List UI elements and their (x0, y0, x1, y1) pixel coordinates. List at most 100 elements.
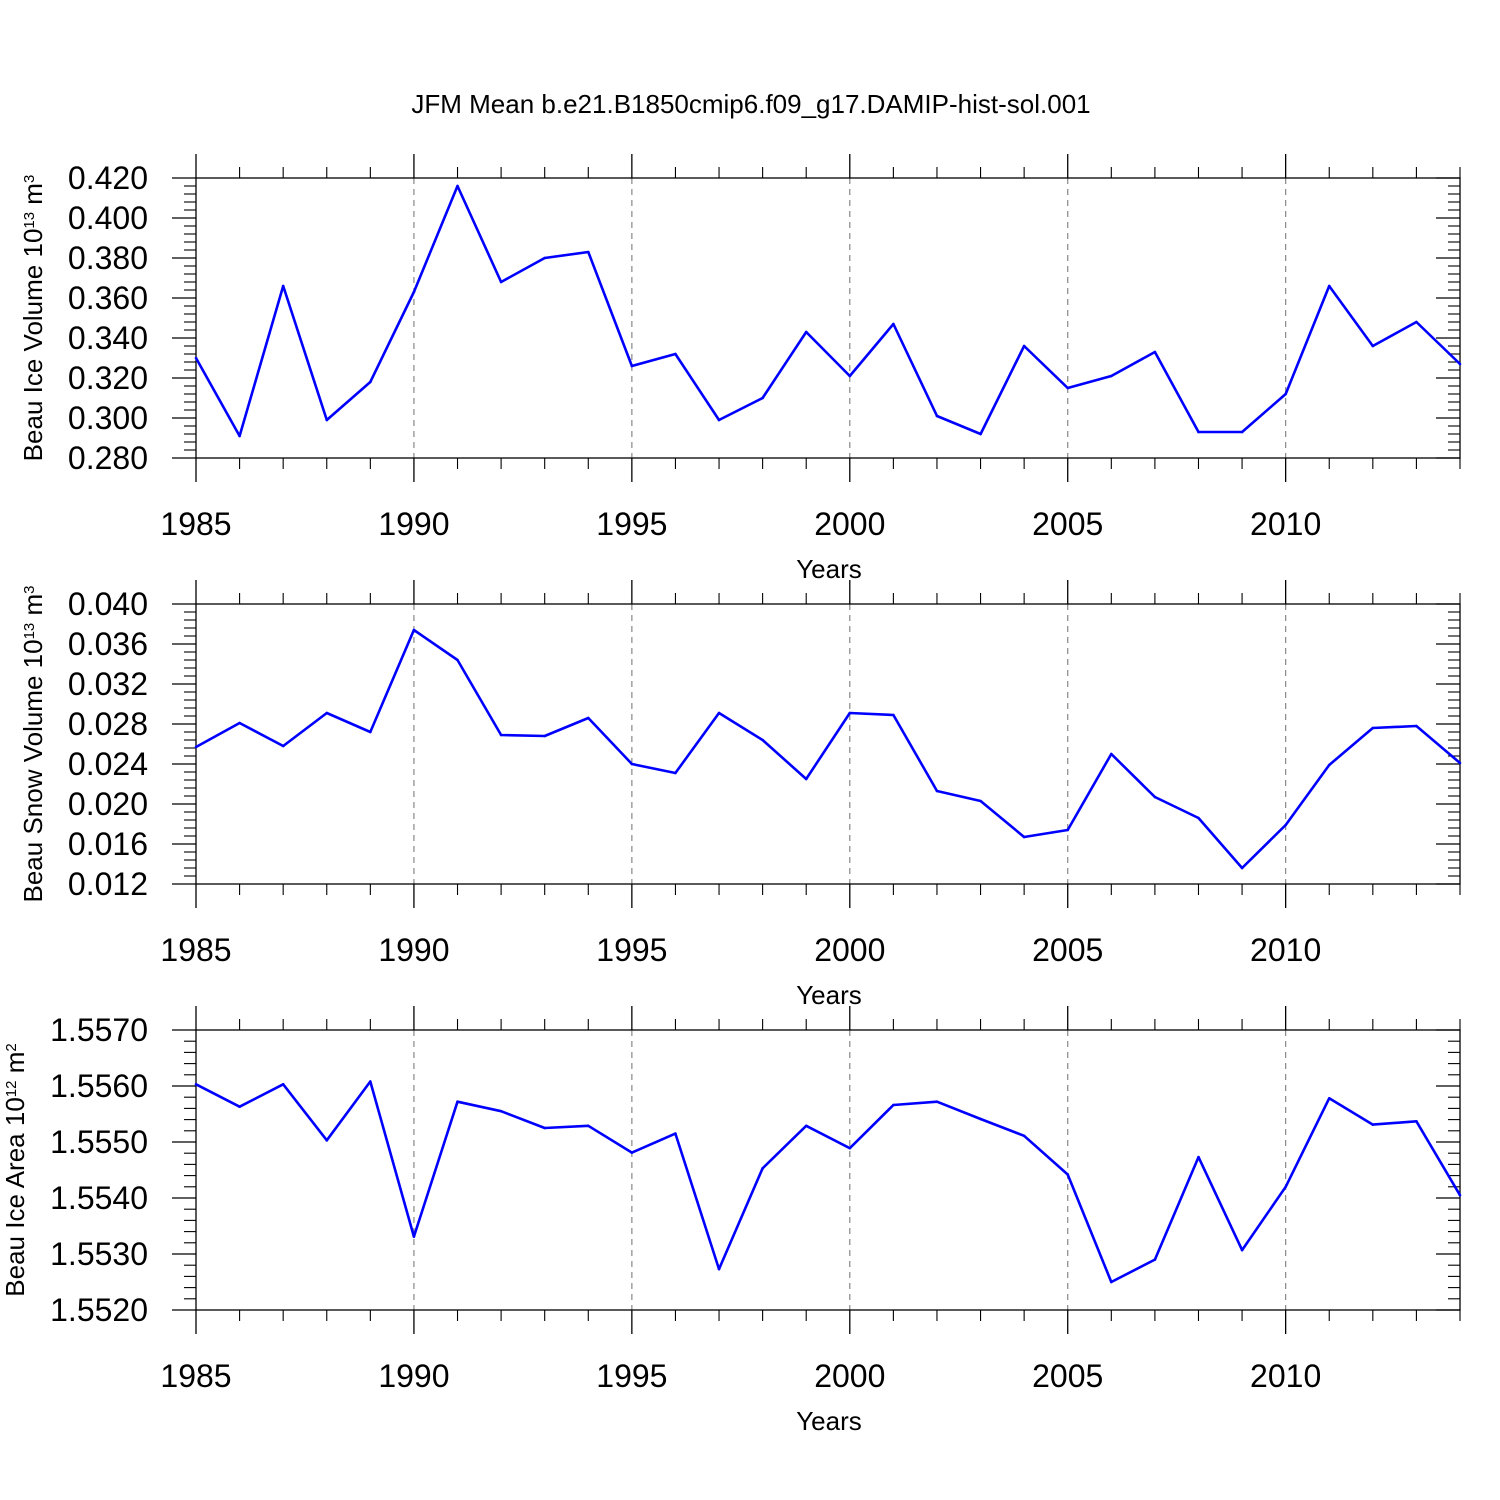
data-point (1327, 763, 1331, 767)
x-tick-label: 1990 (378, 932, 449, 968)
data-point (1371, 344, 1375, 348)
x-tick-label: 1990 (378, 506, 449, 542)
data-point (1022, 1134, 1026, 1138)
data-point (543, 734, 546, 738)
data-point (717, 418, 721, 422)
y-tick-label: 0.320 (68, 360, 148, 396)
data-point (761, 738, 764, 742)
data-point (717, 1267, 721, 1271)
data-point (456, 658, 459, 662)
data-point (1197, 430, 1200, 434)
data-point (717, 711, 721, 715)
data-point (1327, 284, 1331, 288)
data-point (369, 730, 372, 734)
data-point (935, 789, 939, 793)
x-tick-label: 2010 (1250, 932, 1321, 968)
data-point (1240, 1248, 1244, 1252)
y-tick-label: 0.040 (68, 586, 148, 622)
data-point (892, 713, 895, 717)
data-point (804, 330, 808, 334)
data-point (369, 1080, 372, 1083)
y-tick-label: 0.360 (68, 280, 148, 316)
data-point (1327, 1097, 1331, 1100)
data-point (1022, 835, 1026, 839)
data-point (499, 1109, 503, 1113)
data-point (586, 1124, 590, 1128)
y-axis-label: Beau Ice Area 1012 m2 (0, 1043, 30, 1296)
data-point (804, 777, 808, 781)
chart-panel-3: 1.5520 1.5530 1.5540 1.5550 1.5560 1.5570 1985… (0, 1006, 1462, 1436)
data-point (369, 380, 372, 384)
x-tick-label: 1985 (160, 1358, 231, 1394)
data-point (456, 1100, 459, 1103)
y-axis-label-exponent: 13 (21, 212, 38, 229)
x-axis-label: Years (796, 554, 862, 584)
y-axis-label-unit: m (0, 1052, 30, 1081)
y-tick-label: 1.5520 (50, 1292, 148, 1328)
data-point (1066, 386, 1070, 390)
data-point (1153, 1258, 1157, 1261)
data-point (1197, 816, 1200, 820)
data-point (630, 1151, 634, 1154)
data-point (1153, 795, 1157, 799)
data-point (848, 374, 852, 378)
data-point (1066, 828, 1070, 832)
data-point (1153, 350, 1157, 354)
data-point (848, 1146, 852, 1150)
data-point (1110, 374, 1113, 378)
data-point (1110, 752, 1113, 756)
data-point (499, 280, 503, 284)
data-point (281, 284, 285, 288)
data-point (194, 356, 198, 360)
y-axis-label-base: Beau Ice Area 10 (0, 1097, 30, 1296)
x-axis-label: Years (796, 980, 862, 1010)
x-tick-label: 1995 (596, 1358, 667, 1394)
data-point (1458, 761, 1462, 765)
plot-frame (195, 177, 1461, 459)
data-point (281, 744, 285, 748)
y-tick-label: 0.380 (68, 240, 148, 276)
x-tick-label: 2010 (1250, 1358, 1321, 1394)
y-axis-label-base: Beau Snow Volume 10 (18, 639, 48, 902)
y-axis-label-base: Beau Ice Volume 10 (18, 229, 48, 462)
y-tick-label: 1.5550 (50, 1124, 148, 1160)
data-point (325, 418, 329, 422)
data-point (804, 1124, 808, 1128)
data-point (892, 322, 895, 326)
y-tick-label: 0.400 (68, 200, 148, 236)
data-point (1197, 1155, 1200, 1159)
data-point (1240, 430, 1244, 434)
y-axis-label-unit-exponent: 2 (3, 1043, 20, 1051)
data-point (412, 290, 416, 294)
data-point (1284, 392, 1287, 396)
plot-frame (195, 603, 1461, 885)
y-tick-label: 0.024 (68, 746, 148, 782)
data-point (674, 771, 677, 775)
x-tick-label: 2005 (1032, 1358, 1103, 1394)
x-tick-label: 1985 (160, 506, 231, 542)
y-axis-label: Beau Ice Volume 1013 m3 (18, 175, 48, 462)
data-point (1458, 1193, 1462, 1197)
data-point (979, 432, 982, 436)
y-tick-label: 0.020 (68, 786, 148, 822)
data-point (630, 762, 634, 766)
data-point (630, 364, 634, 368)
data-point (935, 1100, 939, 1103)
y-tick-label: 0.420 (68, 160, 148, 196)
data-point (935, 414, 939, 418)
data-point (456, 184, 459, 188)
data-point (325, 711, 329, 715)
data-point (543, 1126, 546, 1130)
data-point (238, 1105, 241, 1109)
data-point (979, 799, 982, 803)
data-point (1415, 724, 1418, 728)
data-point (412, 628, 416, 632)
data-point (1066, 1173, 1070, 1176)
series-line (195, 628, 1461, 870)
x-tick-label: 1995 (596, 506, 667, 542)
y-axis-label: Beau Snow Volume 1013 m3 (18, 586, 48, 903)
y-tick-label: 0.012 (68, 866, 148, 902)
x-tick-label: 2000 (814, 506, 885, 542)
